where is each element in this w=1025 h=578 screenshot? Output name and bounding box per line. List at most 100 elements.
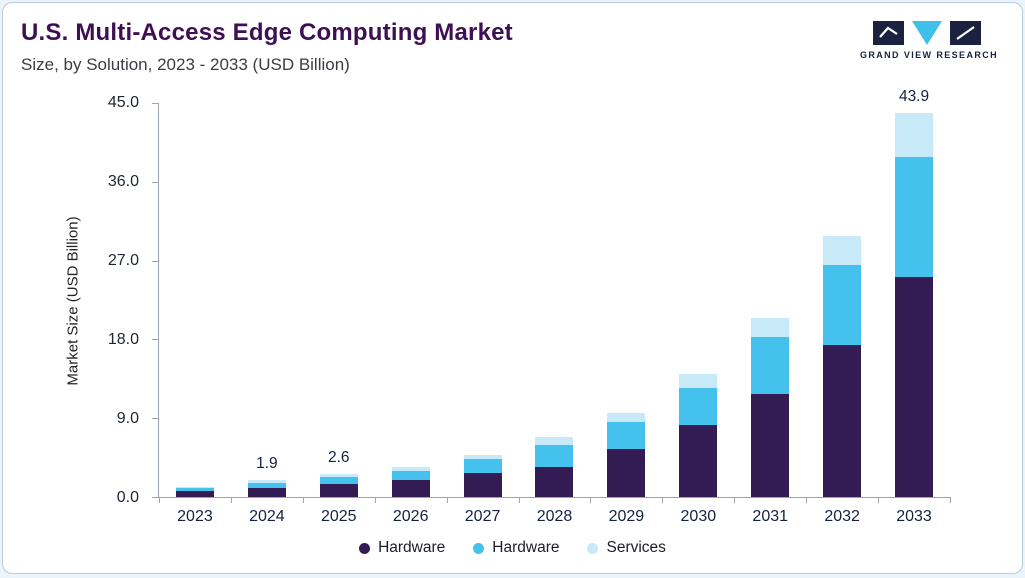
x-tick-mark [230,497,232,503]
y-tick-label: 45.0 [107,94,139,111]
legend-item-hardware: Hardware [473,539,559,557]
brand-logo-text: GRAND VIEW RESEARCH [859,50,999,60]
bar-value-label: 1.9 [256,455,278,473]
x-tick-mark [302,497,304,503]
x-tick-mark [590,497,592,503]
bar-group-2029: 2029 [590,103,662,525]
bar-segment-hardware [535,467,574,497]
y-tick-mark [152,418,159,420]
y-tick-mark [152,339,159,341]
legend-label: Hardware [492,539,560,556]
x-tick-mark [374,497,376,503]
bar-group-2033: 43.9 2033 [878,88,950,525]
bar-segment-hardware [895,157,934,278]
bar-group-2032: 2032 [806,103,878,525]
bar-segment-services [751,318,790,337]
x-tick-mark [662,497,664,503]
x-axis-label: 2025 [320,508,357,525]
legend-item-services: Services [587,539,666,557]
bar-segment-hardware [751,336,790,394]
bar-group-2026: 2026 [375,103,447,525]
bar-segment-hardware [391,480,430,497]
bar-segment-hardware [319,476,358,485]
y-tick-mark [152,181,159,183]
x-axis-label: 2031 [752,508,789,525]
bar-segment-services [247,480,286,483]
bar-segment-services [895,112,934,158]
bar-value-label: 2.6 [327,449,350,467]
brand-logo-icon [873,21,981,45]
legend-label: Hardware [378,539,446,556]
bar-group-2027: 2027 [447,103,519,525]
bar-segment-hardware [319,484,358,497]
legend-dot-icon [473,542,485,554]
bar-segment-hardware [247,487,286,497]
bar-segment-hardware [175,487,214,491]
bar-group-2023: 2023 [159,103,231,525]
x-tick-mark [734,497,736,503]
y-tick-label: 18.0 [107,331,139,348]
legend-label: Services [606,539,666,556]
y-axis-ticks: 0.0 9.0 18.0 27.0 36.0 45.0 [91,94,149,506]
bar-segment-hardware [463,473,502,497]
x-axis-label: 2027 [464,508,501,525]
bar-segment-hardware [247,482,286,488]
bar-segment-hardware [751,393,790,497]
bar-segment-hardware [535,445,574,468]
bar-group-2030: 2030 [662,103,734,525]
bar-segment-services [607,412,646,422]
x-axis-label: 2028 [536,508,573,525]
bar-value-label: 43.9 [898,87,930,105]
x-tick-mark [159,497,160,503]
bar-segment-hardware [391,470,430,481]
bar-group-2028: 2028 [519,103,591,525]
x-tick-mark [806,497,808,503]
plot-area: 2023 1.9 2024 2.6 2025 2026 2027 2028 2029 2030 20… [152,88,951,525]
bar-segment-hardware [463,459,502,474]
x-axis-label: 2024 [249,508,285,525]
x-axis-label: 2023 [177,508,213,525]
y-tick-label: 27.0 [107,252,139,269]
brand-logo: GRAND VIEW RESEARCH [856,19,1002,60]
x-axis-label: 2033 [896,508,932,525]
y-tick-label: 36.0 [107,173,139,190]
x-axis-label: 2032 [824,508,860,525]
bar-segment-hardware [607,421,646,449]
x-axis-label: 2029 [608,508,645,525]
bar-group-2024: 1.9 2024 [231,103,303,525]
y-tick-label: 9.0 [116,410,139,427]
bar-segment-services [319,474,358,477]
x-tick-mark [518,497,520,503]
y-axis-title: Market Size (USD Billion) [64,216,82,386]
x-tick-mark [446,497,448,503]
legend-item-hardware: Hardware [359,539,445,557]
x-axis-label: 2026 [392,508,429,525]
x-tick-mark [950,497,951,503]
y-tick-label: 0.0 [116,489,139,506]
bar-segment-services [535,437,574,446]
bar-segment-hardware [175,490,214,497]
bar-segment-hardware [679,425,718,497]
legend-dot-icon [587,542,599,554]
bar-segment-services [175,486,214,488]
x-tick-mark [878,497,880,503]
bar-segment-hardware [823,264,862,345]
bar-segment-hardware [607,448,646,497]
y-tick-mark [152,103,159,104]
bar-segment-hardware [823,344,862,497]
bar-segment-services [823,236,862,265]
bar-group-2025: 2.6 2025 [303,103,375,525]
y-tick-mark [152,260,159,262]
chart-subtitle: Size, by Solution, 2023 - 2033 (USD Bill… [21,55,350,74]
page-title: U.S. Multi-Access Edge Computing Market [21,19,513,46]
legend-dot-icon [359,542,371,554]
bar-segment-services [679,374,718,389]
bar-segment-hardware [679,388,718,426]
bar-segment-services [391,467,430,471]
chart-legend: Hardware Hardware Services [3,539,1022,557]
x-axis-label: 2030 [680,508,717,525]
bar-segment-services [463,454,502,460]
bar-segment-hardware [895,277,934,497]
y-tick-mark [152,497,159,498]
